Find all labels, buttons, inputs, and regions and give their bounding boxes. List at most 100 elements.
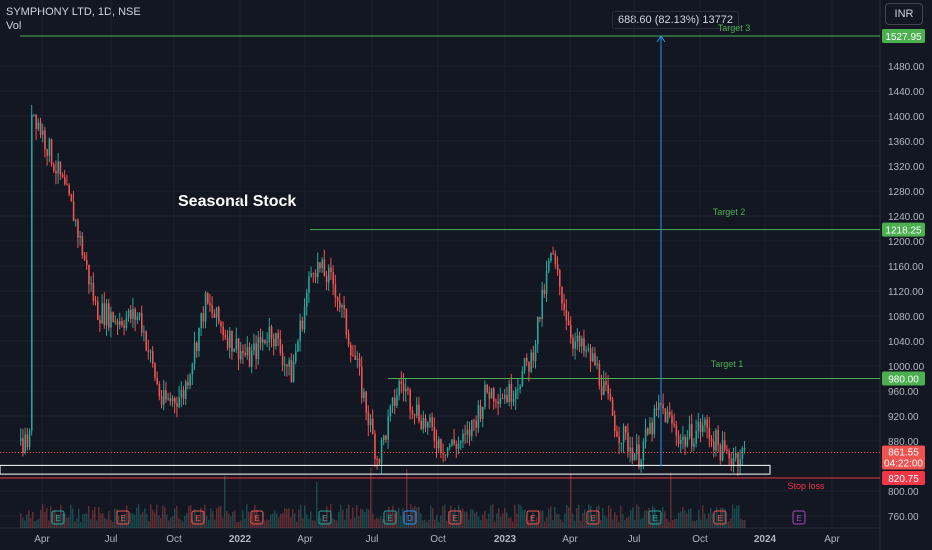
candle-body [365,391,367,413]
y-tick-label: 1480.00 [888,62,925,73]
candle-body [684,436,686,447]
volume-bar [506,512,508,528]
candle-body [275,333,277,347]
candle-body [105,303,108,326]
volume-bar [698,510,700,528]
volume-bar [430,505,432,528]
candle-body [53,164,55,171]
volume-bar [42,504,44,528]
volume-bar [140,514,142,528]
candle-body [273,338,275,347]
volume-bar [722,507,724,528]
candle-body [37,122,40,129]
candle-body [570,324,572,338]
y-tick-label: 1040.00 [888,337,925,348]
volume-bar [476,511,478,528]
volume-bar [200,507,202,528]
volume-bar [254,504,256,528]
candle-body [319,262,321,269]
volume-bar [720,508,722,528]
level-price-tag [882,371,925,386]
candle-body [314,273,317,278]
volume-bar [92,510,94,528]
volume-bar [704,513,706,528]
volume-bar [358,516,360,528]
candle-body [50,139,53,165]
measure-arrowhead [656,35,666,43]
candle-body [457,443,460,449]
candle-body [429,417,431,423]
annotation-text: Seasonal Stock [178,193,297,210]
volume-bar [258,517,260,528]
candle-body [695,430,697,444]
volume-bar [294,513,296,528]
candle-body [361,366,363,398]
x-tick-label: 2023 [494,534,517,545]
candle-body [422,417,425,430]
x-tick-label: Jul [366,534,379,545]
volume-bar [594,514,596,528]
candle-body [420,420,422,430]
event-marker [526,510,540,525]
volume-bar [428,519,430,528]
event-marker [648,510,662,525]
volume-bar [188,506,190,528]
volume-bar [68,517,70,528]
volume-bar [592,517,594,528]
candle-body [526,358,528,362]
candle-body [473,420,475,422]
volume-bar [604,515,606,528]
candle-body [138,313,141,317]
candle-body [435,440,438,449]
candle-body [350,344,352,356]
volume-bar [718,517,720,528]
x-tick-label: Jul [628,534,641,545]
volume-bar [168,520,170,528]
candle-body [24,434,26,453]
candle-body [699,422,702,433]
volume-bar [36,519,38,528]
candle-body [556,264,559,271]
candle-body [343,305,345,310]
volume-bar [364,511,366,528]
measure-label: 688.60 (82.13%) 13772 [612,11,739,29]
candle-body [726,449,728,451]
volume-bar [144,508,146,528]
candle-body [295,351,297,362]
y-tick-label: 800.00 [888,487,919,498]
candle-body [669,411,671,416]
x-tick-label: Oct [166,534,182,545]
candle-body [57,161,59,174]
candle-body [178,397,180,407]
volume-bar [326,506,328,528]
candle-body [664,408,667,423]
volume-bar [236,521,238,528]
candle-body [468,429,471,437]
volume-bar [52,511,54,528]
x-tick-label: Apr [34,534,50,545]
candle-body [339,301,341,308]
volume-bar [296,521,298,528]
candle-body [739,459,741,466]
candle-body [92,283,95,301]
currency-button[interactable]: INR [885,3,923,25]
candle-body [702,425,704,433]
volume-bar [350,518,352,528]
candle-body [581,338,583,347]
volume-bar [584,509,586,528]
volume-bar [362,509,364,528]
candle-body [99,320,101,324]
candle-body [424,417,427,428]
y-tick-label: 880.00 [888,437,919,448]
volume-bar [114,508,116,528]
candle-body [589,348,592,362]
candle-body [396,395,398,406]
candle-body [134,308,136,321]
candle-body [554,253,557,265]
candle-body [427,422,429,428]
candle-body [165,390,167,400]
candle-body [647,428,649,434]
volume-bar [552,520,554,528]
candle-body [325,276,328,283]
